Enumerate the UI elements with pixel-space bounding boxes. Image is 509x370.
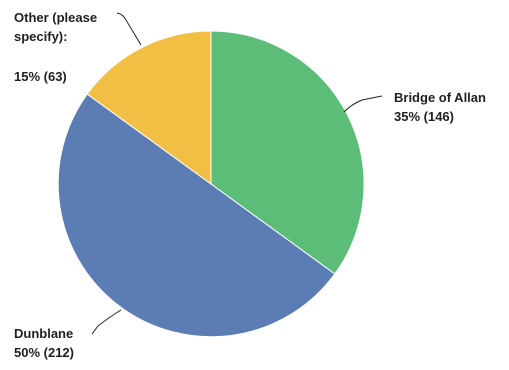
leader-line-bridge-of-allan [343,95,383,113]
leader-line-dunblane [91,309,122,335]
slice-label-bridge-of-allan: Bridge of Allan [394,90,486,105]
pie-slice-dunblane [57,93,336,338]
pie-slice-other-please-specify [86,30,212,185]
pie-slice-bridge-of-allan [210,30,365,275]
slice-value-dunblane: 50% (212) [14,345,74,360]
slice-label-other-line1: Other (please [14,10,97,25]
slice-label-dunblane: Dunblane [14,326,73,341]
slices-layer [57,30,365,338]
slice-value-other: 15% (63) [14,69,67,84]
leader-line-other [116,12,142,46]
slice-value-bridge-of-allan: 35% (146) [394,109,454,124]
leader-lines-layer [91,12,383,335]
slice-label-other-line2: specify): [14,29,67,44]
